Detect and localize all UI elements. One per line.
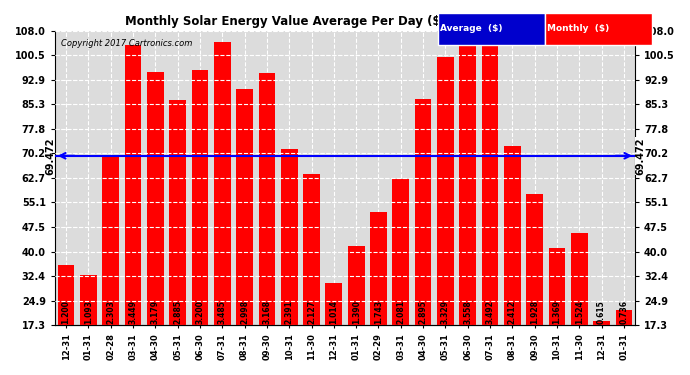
Text: 1.743: 1.743 [374,300,383,324]
Bar [80,275,97,375]
Title: Monthly Solar Energy Value Average Per Day ($) Thu Feb 23 17:06: Monthly Solar Energy Value Average Per D… [125,15,565,28]
Text: 2.303: 2.303 [106,300,115,324]
Text: Average  ($): Average ($) [440,24,503,33]
Text: 2.412: 2.412 [508,300,517,324]
Text: 2.998: 2.998 [240,300,249,324]
Bar [504,146,521,375]
Bar [482,41,498,375]
Bar [102,157,119,375]
Bar [303,174,320,375]
Bar [571,233,588,375]
Bar [58,265,75,375]
Text: 1.928: 1.928 [530,300,539,324]
Text: 1.524: 1.524 [575,300,584,324]
Text: 69.472: 69.472 [635,137,645,174]
Bar [214,42,230,375]
Text: 0.615: 0.615 [597,300,606,324]
Text: 2.081: 2.081 [396,300,405,324]
Text: 3.168: 3.168 [262,300,271,324]
Text: 2.895: 2.895 [419,300,428,324]
Text: Copyright 2017 Cartronics.com: Copyright 2017 Cartronics.com [61,39,192,48]
Text: 3.179: 3.179 [151,300,160,324]
Bar [147,72,164,375]
Text: 3.492: 3.492 [486,300,495,324]
Text: 3.485: 3.485 [218,300,227,324]
Text: 3.558: 3.558 [463,300,472,324]
Bar [326,283,342,375]
Text: 3.449: 3.449 [128,300,137,324]
Bar [259,73,275,375]
Bar [437,57,454,375]
Text: 3.329: 3.329 [441,300,450,324]
Bar [370,211,387,375]
Bar [281,148,297,375]
Bar [460,35,476,375]
Text: 1.014: 1.014 [329,300,338,324]
Bar [125,45,141,375]
Text: 69.472: 69.472 [45,137,55,174]
Bar [348,246,364,375]
Bar [169,100,186,375]
Text: 3.200: 3.200 [195,300,204,324]
Text: 2.127: 2.127 [307,300,316,324]
Bar [549,248,565,375]
Bar [236,89,253,375]
Text: 2.885: 2.885 [173,300,182,324]
Bar [393,179,409,375]
Bar [526,194,543,375]
Bar [192,69,208,375]
Text: 1.390: 1.390 [352,300,361,324]
Text: 1.093: 1.093 [84,300,93,324]
Bar [593,321,610,375]
Text: 0.736: 0.736 [620,300,629,324]
Text: 2.391: 2.391 [285,300,294,324]
Bar [615,310,632,375]
Bar [415,99,431,375]
Text: 1.369: 1.369 [553,300,562,324]
Text: Monthly  ($): Monthly ($) [547,24,609,33]
Text: 1.200: 1.200 [61,300,70,324]
